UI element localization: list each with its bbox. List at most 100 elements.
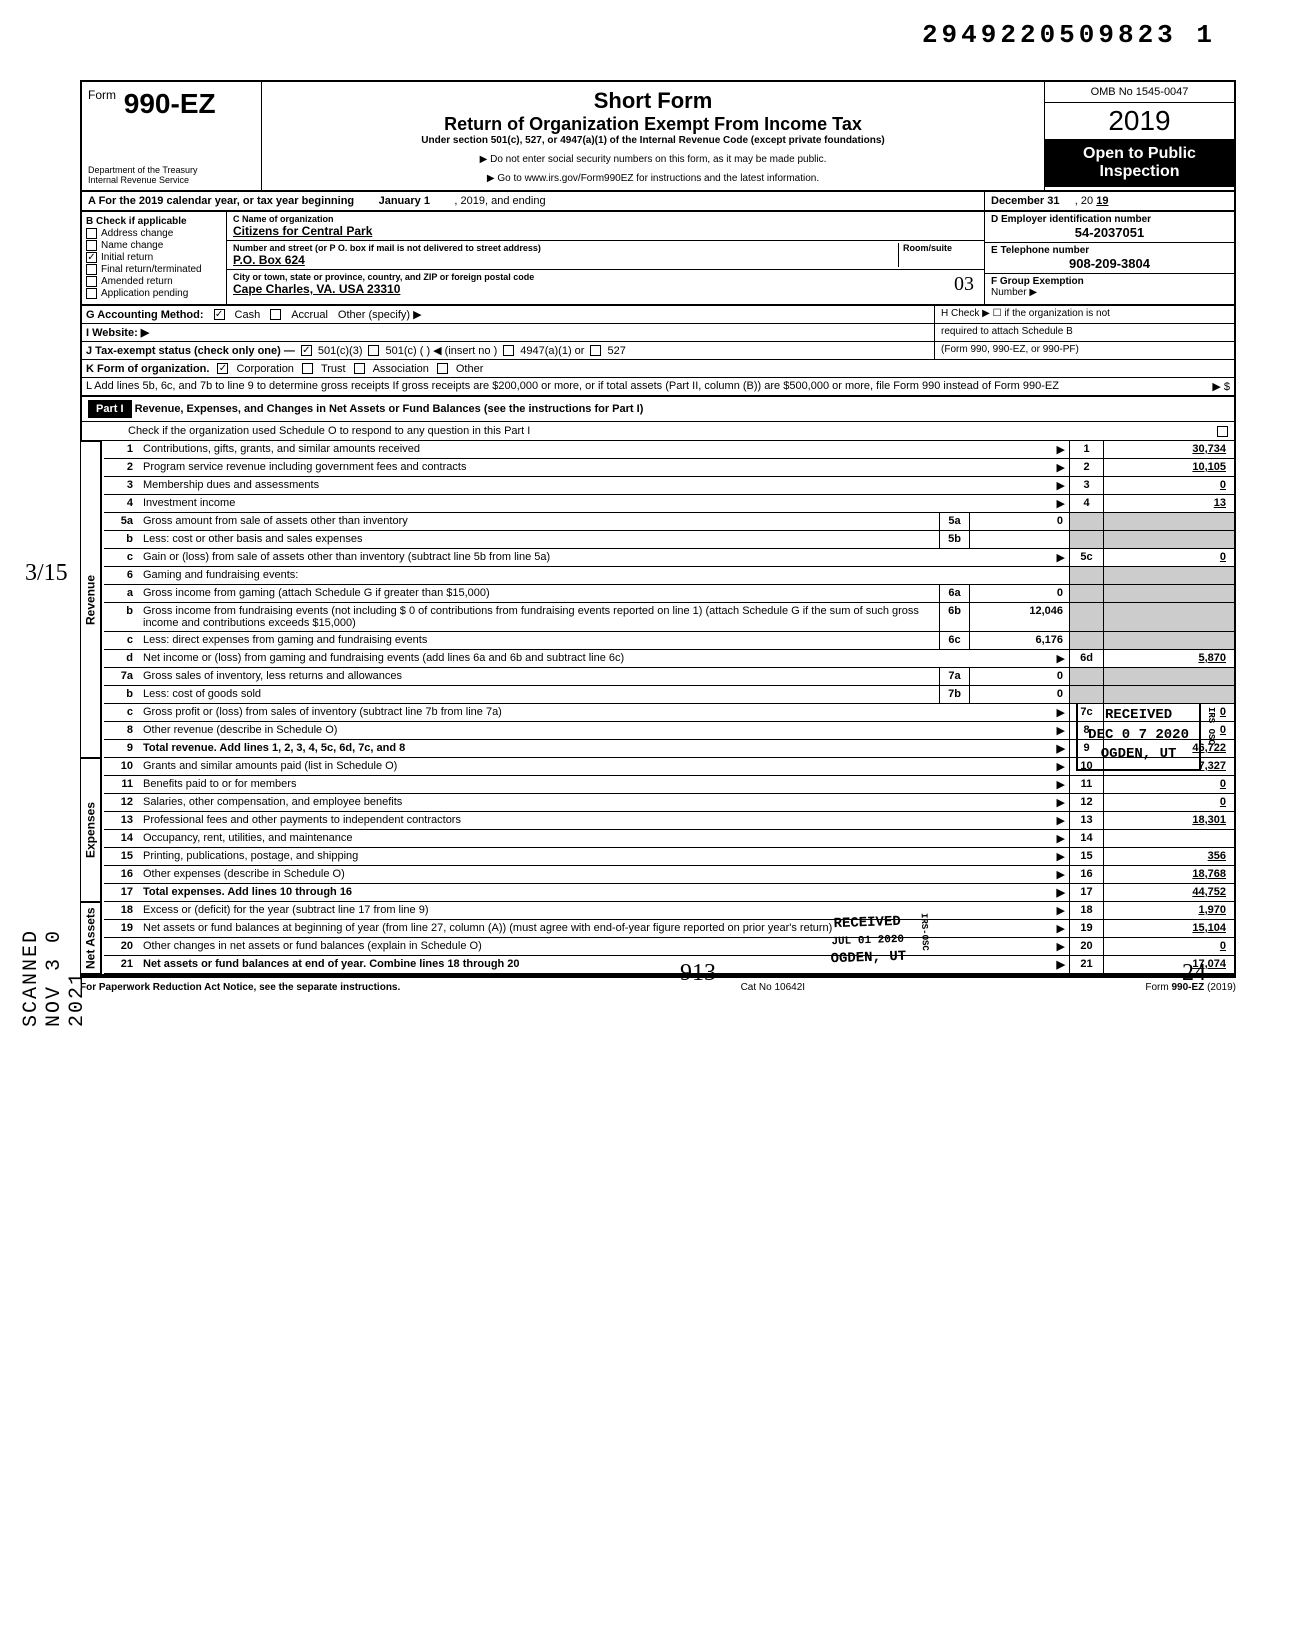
form-line: bLess: cost of goods sold7b0 — [104, 686, 1234, 704]
box-num: 20 — [1069, 938, 1104, 955]
form-line: 11Benefits paid to or for members▶110 — [104, 776, 1234, 794]
check-row: Name change — [86, 240, 222, 251]
checkbox[interactable]: ✓ — [86, 252, 97, 263]
form-line: 4Investment income▶413 — [104, 495, 1234, 513]
row-a-end-year-label: , 20 — [1075, 195, 1093, 207]
col-b-label: B Check if applicable — [86, 216, 187, 227]
line-desc: Membership dues and assessments▶ — [139, 477, 1069, 494]
check-label: Name change — [101, 240, 163, 251]
org-name: Citizens for Central Park — [233, 224, 978, 238]
col-b-checks: B Check if applicable Address changeName… — [82, 212, 227, 304]
line-desc: Benefits paid to or for members▶ — [139, 776, 1069, 793]
section-bcdef: B Check if applicable Address changeName… — [80, 212, 1236, 306]
line-desc: Occupancy, rent, utilities, and maintena… — [139, 830, 1069, 847]
open-public: Open to Public Inspection — [1045, 139, 1234, 187]
line-desc: Gaming and fundraising events: — [139, 567, 1069, 584]
line-desc: Contributions, gifts, grants, and simila… — [139, 441, 1069, 458]
501c3-checkbox[interactable]: ✓ — [301, 345, 312, 356]
form-line: 20Other changes in net assets or fund ba… — [104, 938, 1234, 956]
501c-checkbox[interactable] — [368, 345, 379, 356]
line-amt: 0 — [1104, 549, 1234, 566]
line-desc: Other expenses (describe in Schedule O)▶ — [139, 866, 1069, 883]
mid-box-num: 5b — [939, 531, 969, 548]
assoc-checkbox[interactable] — [354, 363, 365, 374]
expenses-section: Expenses 10Grants and similar amounts pa… — [80, 758, 1236, 902]
form-line: 21Net assets or fund balances at end of … — [104, 956, 1234, 974]
line-num: b — [104, 686, 139, 703]
527-checkbox[interactable] — [590, 345, 601, 356]
col-def: D Employer identification number 54-2037… — [984, 212, 1234, 304]
form-line: bLess: cost or other basis and sales exp… — [104, 531, 1234, 549]
box-num-gray — [1069, 668, 1104, 685]
checkbox[interactable] — [86, 264, 97, 275]
checkbox[interactable] — [86, 276, 97, 287]
line-amt: 356 — [1104, 848, 1234, 865]
g-other: Other (specify) ▶ — [338, 308, 422, 321]
box-num: 11 — [1069, 776, 1104, 793]
footer-mid: Cat No 10642I — [741, 982, 806, 993]
form-line: 13Professional fees and other payments t… — [104, 812, 1234, 830]
amt-gray — [1104, 513, 1234, 530]
mid-box-num: 6c — [939, 632, 969, 649]
footer: For Paperwork Reduction Act Notice, see … — [80, 976, 1236, 997]
box-num: 12 — [1069, 794, 1104, 811]
corp-checkbox[interactable]: ✓ — [217, 363, 228, 374]
netassets-section: Net Assets 18Excess or (deficit) for the… — [80, 902, 1236, 976]
line-num: 18 — [104, 902, 139, 919]
form-label: Form — [88, 88, 116, 102]
dept-treasury: Department of the Treasury Internal Reve… — [88, 166, 198, 186]
omb-number: OMB No 1545-0047 — [1045, 82, 1234, 103]
col-c: C Name of organization Citizens for Cent… — [227, 212, 984, 304]
mid-box-num: 7b — [939, 686, 969, 703]
check-label: Amended return — [101, 276, 173, 287]
room-label: Room/suite — [903, 243, 978, 253]
ein: 54-2037051 — [991, 225, 1228, 240]
box-num: 2 — [1069, 459, 1104, 476]
accrual-checkbox[interactable] — [270, 309, 281, 320]
mid-amt: 0 — [969, 585, 1069, 602]
i-label: I Website: ▶ — [86, 327, 149, 339]
form-line: 8Other revenue (describe in Schedule O)▶… — [104, 722, 1234, 740]
box-num-gray — [1069, 686, 1104, 703]
form-line: 18Excess or (deficit) for the year (subt… — [104, 902, 1234, 920]
line-amt: 7,327 — [1104, 758, 1234, 775]
h-label2: required to attach Schedule B — [941, 326, 1073, 337]
checkbox[interactable] — [86, 228, 97, 239]
header-left: Form 990-EZ Department of the Treasury I… — [82, 82, 262, 190]
scanned-stamp: SCANNED NOV 3 0 2021 — [20, 900, 89, 1027]
checkbox[interactable] — [86, 288, 97, 299]
box-num: 17 — [1069, 884, 1104, 901]
check-label: Initial return — [101, 252, 153, 263]
form-line: bGross income from fundraising events (n… — [104, 603, 1234, 632]
line-amt — [1104, 830, 1234, 847]
j-527: 527 — [607, 345, 625, 357]
part1-checkbox[interactable] — [1217, 426, 1228, 437]
line-desc: Net assets or fund balances at end of ye… — [139, 956, 1069, 973]
line-num: 12 — [104, 794, 139, 811]
cash-checkbox[interactable]: ✓ — [214, 309, 225, 320]
other-checkbox[interactable] — [437, 363, 448, 374]
trust-checkbox[interactable] — [302, 363, 313, 374]
line-amt: 10,105 — [1104, 459, 1234, 476]
form-line: cGross profit or (loss) from sales of in… — [104, 704, 1234, 722]
box-num: 13 — [1069, 812, 1104, 829]
box-num: 21 — [1069, 956, 1104, 973]
4947-checkbox[interactable] — [503, 345, 514, 356]
line-amt: 1,970 — [1104, 902, 1234, 919]
line-amt: 18,768 — [1104, 866, 1234, 883]
check-row: Address change — [86, 228, 222, 239]
f-label2: Number ▶ — [991, 287, 1037, 298]
checkbox[interactable] — [86, 240, 97, 251]
line-num: 19 — [104, 920, 139, 937]
e-label: E Telephone number — [991, 245, 1089, 256]
line-num: 9 — [104, 740, 139, 757]
mid-amt — [969, 531, 1069, 548]
amt-gray — [1104, 668, 1234, 685]
form-line: 16Other expenses (describe in Schedule O… — [104, 866, 1234, 884]
title1: Short Form — [272, 88, 1034, 114]
g-label: G Accounting Method: — [86, 309, 204, 321]
j-label: J Tax-exempt status (check only one) — — [86, 345, 295, 357]
line-desc: Less: direct expenses from gaming and fu… — [139, 632, 939, 649]
line-num: 20 — [104, 938, 139, 955]
box-num-gray — [1069, 513, 1104, 530]
